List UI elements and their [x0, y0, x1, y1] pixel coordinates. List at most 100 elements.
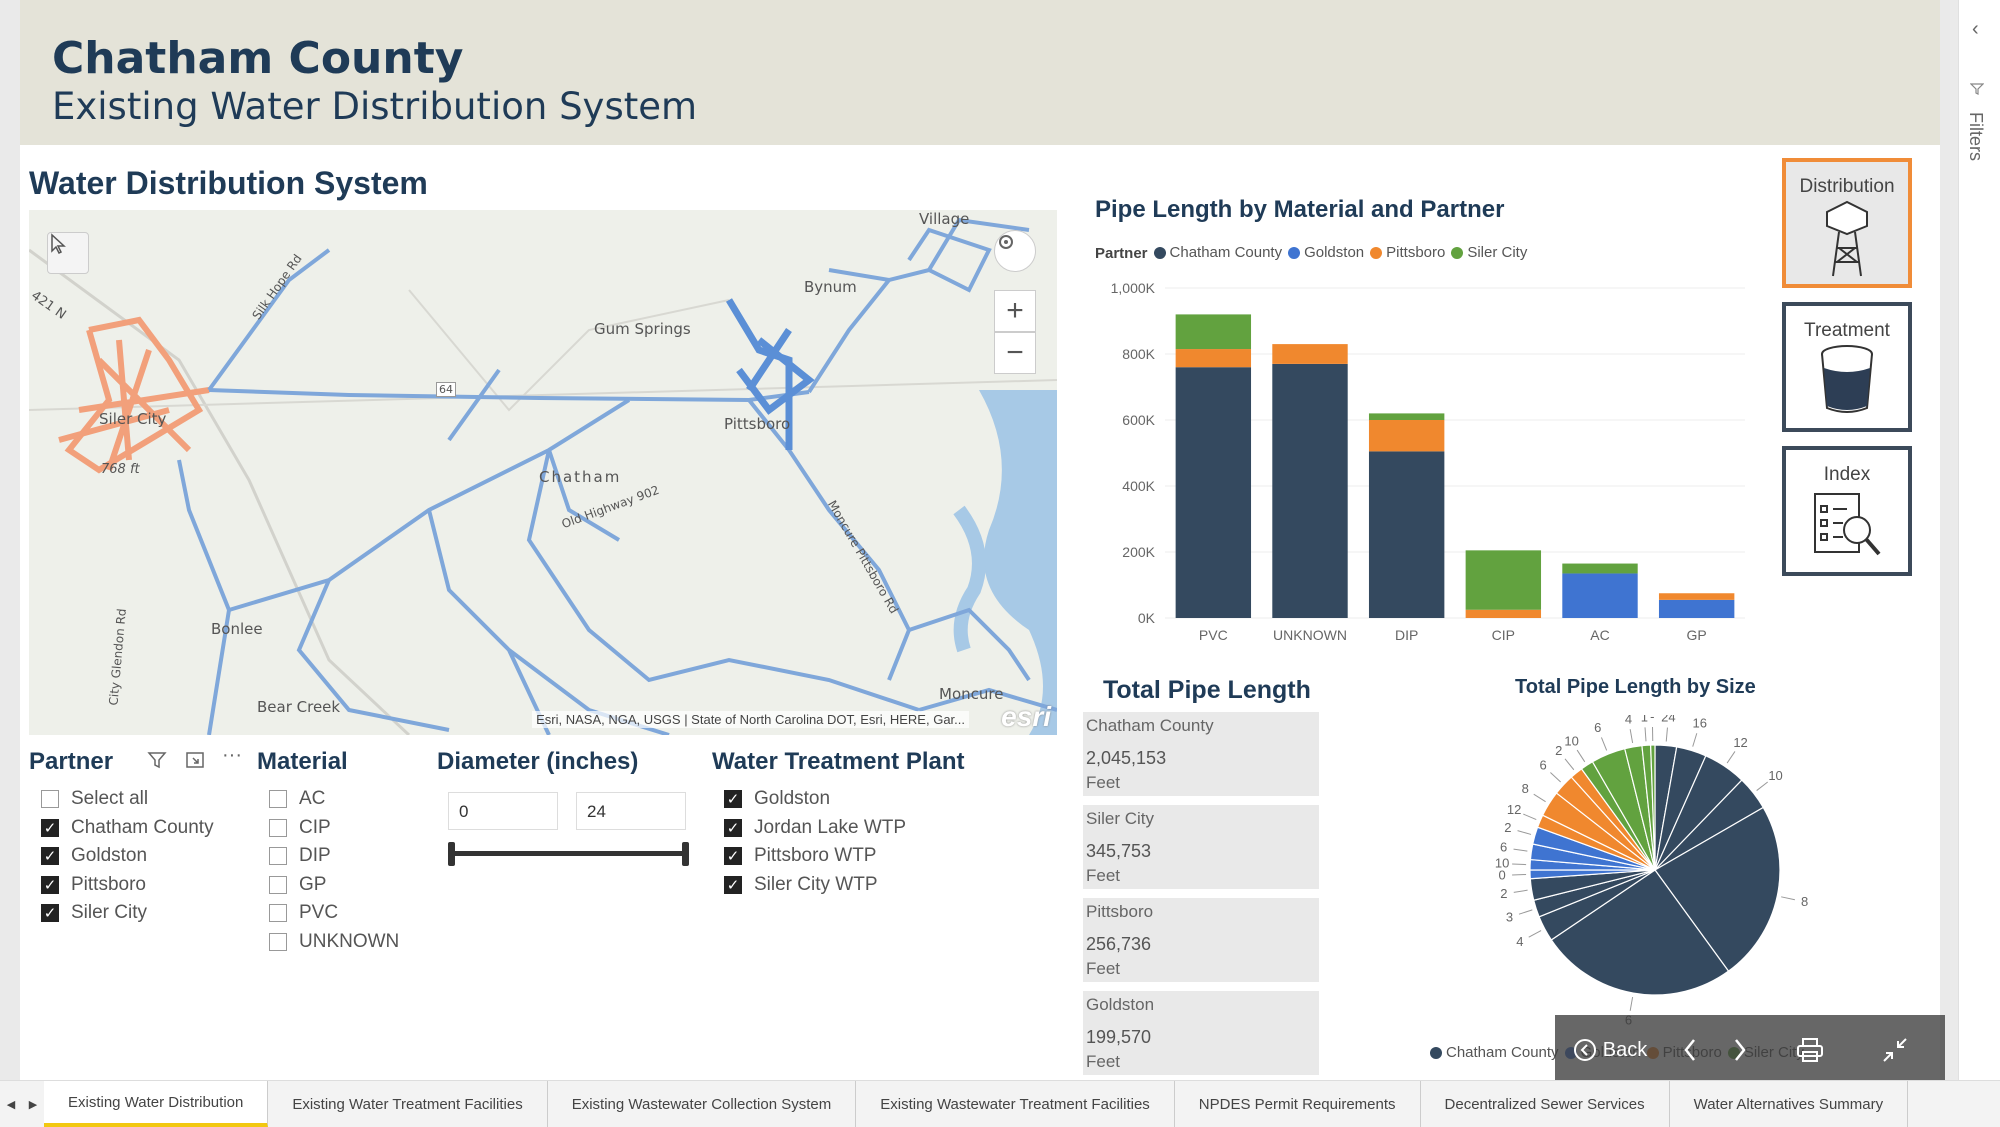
pie-leader-line — [1629, 996, 1634, 1011]
bar-segment[interactable] — [1562, 573, 1638, 618]
partner-slicer-title: Partner — [29, 748, 114, 775]
index-nav-button[interactable]: Index — [1782, 446, 1912, 576]
partner-item[interactable]: ✓ Goldston — [41, 843, 147, 869]
legend-entry[interactable]: Chatham County — [1153, 244, 1282, 261]
tab-scroll-right-icon[interactable]: ▶ — [28, 1098, 38, 1111]
pie-legend-entry[interactable]: Chatham County — [1430, 1044, 1559, 1061]
bar-segment[interactable] — [1658, 593, 1735, 600]
legend-entry[interactable]: Goldston — [1288, 244, 1364, 261]
pipe-length-value: 199,570 — [1086, 1027, 1152, 1047]
previous-page-button[interactable] — [1665, 1015, 1715, 1085]
diameter-slider-track[interactable] — [450, 851, 685, 856]
wtp-item-label: Siler City WTP — [754, 873, 878, 895]
page-tab[interactable]: Existing Water Distribution — [44, 1081, 269, 1127]
filters-collapse-icon[interactable]: ‹ — [1972, 18, 1979, 40]
print-button[interactable] — [1765, 1015, 1855, 1085]
bar-segment[interactable] — [1175, 314, 1252, 350]
report-header: Chatham County Existing Water Distributi… — [20, 0, 1940, 145]
page-tab[interactable]: NPDES Permit Requirements — [1175, 1081, 1421, 1127]
bar-segment[interactable] — [1368, 413, 1445, 420]
pie-leader-line — [1523, 813, 1537, 821]
checkbox-checked-icon[interactable]: ✓ — [724, 875, 742, 894]
material-item[interactable]: GP — [269, 872, 326, 898]
filter-icon[interactable] — [147, 750, 167, 776]
pie-slice[interactable] — [1650, 744, 1656, 871]
wtp-item[interactable]: ✓ Siler City WTP — [724, 872, 878, 898]
checkbox-unchecked-icon[interactable] — [269, 847, 287, 865]
diameter-max-handle[interactable] — [682, 842, 689, 866]
page-tab[interactable]: Decentralized Sewer Services — [1421, 1081, 1670, 1127]
treatment-nav-button[interactable]: Treatment — [1782, 302, 1912, 432]
map-visual[interactable]: Village Bynum Gum Springs Siler City Pit… — [29, 210, 1057, 735]
bar-segment[interactable] — [1465, 550, 1542, 610]
partner-item[interactable]: ✓ Chatham County — [41, 815, 214, 841]
bar-segment[interactable] — [1272, 344, 1348, 364]
wtp-item[interactable]: ✓ Jordan Lake WTP — [724, 815, 906, 841]
pie-slice[interactable] — [1654, 806, 1781, 972]
partner-item[interactable]: ✓ Pittsboro — [41, 872, 146, 898]
page-tab[interactable]: Existing Wastewater Collection System — [548, 1081, 857, 1127]
page-tab[interactable]: Existing Water Treatment Facilities — [268, 1081, 548, 1127]
more-options-icon[interactable]: ··· — [222, 744, 242, 766]
y-tick-label: 200K — [1122, 544, 1155, 560]
page-tab[interactable]: Water Alternatives Summary — [1670, 1081, 1909, 1127]
legend-swatch — [1153, 246, 1166, 259]
checkbox-unchecked-icon[interactable] — [269, 818, 287, 837]
pie-slice-label: 6 — [1539, 758, 1546, 773]
partner-item[interactable]: ✓ Siler City — [41, 900, 147, 926]
map-zoom-in-button[interactable]: + — [994, 290, 1036, 332]
map-select-tool-button[interactable] — [47, 232, 89, 274]
checkbox-checked-icon[interactable]: ✓ — [724, 790, 742, 808]
wtp-item[interactable]: ✓ Goldston — [724, 786, 830, 812]
pie-slice[interactable] — [1550, 869, 1730, 996]
diameter-min-handle[interactable] — [448, 842, 455, 866]
legend-entry[interactable]: Siler City — [1451, 244, 1527, 261]
checkbox-checked-icon[interactable]: ✓ — [41, 904, 59, 922]
checkbox-checked-icon[interactable]: ✓ — [41, 818, 59, 837]
material-item[interactable]: DIP — [269, 843, 331, 869]
pie-leader-line — [1518, 909, 1533, 915]
checkbox-checked-icon[interactable]: ✓ — [41, 847, 59, 865]
collapse-icon — [1883, 1038, 1907, 1062]
focus-mode-icon[interactable] — [185, 750, 205, 776]
bar-segment[interactable] — [1272, 363, 1348, 618]
checkbox-checked-icon[interactable]: ✓ — [41, 875, 59, 894]
material-item[interactable]: CIP — [269, 815, 331, 841]
page-tab[interactable]: Existing Wastewater Treatment Facilities — [856, 1081, 1175, 1127]
bar-segment[interactable] — [1465, 609, 1542, 618]
bar-segment[interactable] — [1368, 451, 1445, 618]
checkbox-unchecked-icon[interactable] — [269, 875, 287, 894]
exit-fullscreen-button[interactable] — [1855, 1015, 1935, 1085]
back-button[interactable]: Back — [1555, 1015, 1665, 1085]
partner-item[interactable]: Select all — [41, 786, 148, 812]
distribution-nav-button[interactable]: Distribution — [1782, 158, 1912, 288]
tab-scroll-left-icon[interactable]: ◀ — [6, 1098, 16, 1111]
bar-segment[interactable] — [1658, 599, 1735, 618]
bar-segment[interactable] — [1175, 367, 1252, 618]
bar-segment[interactable] — [1368, 420, 1445, 452]
checkbox-checked-icon[interactable]: ✓ — [724, 818, 742, 837]
checkbox-unchecked-icon[interactable] — [41, 790, 59, 808]
checkbox-unchecked-icon[interactable] — [269, 932, 287, 951]
material-item[interactable]: PVC — [269, 900, 338, 926]
checkbox-checked-icon[interactable]: ✓ — [724, 847, 742, 865]
pie-chart[interactable]: 2416121086432010621286210641- — [1460, 715, 1880, 1045]
checkbox-unchecked-icon[interactable] — [269, 904, 287, 922]
map-zoom-out-button[interactable]: − — [994, 332, 1036, 374]
bar-chart[interactable]: 0K 200K 400K 600K 800K 1,000K PVC UNKNOWN DIP CIP… — [1095, 272, 1775, 662]
material-item[interactable]: AC — [269, 786, 325, 812]
diameter-min-input[interactable]: 0 — [448, 792, 558, 830]
pie-leader-line — [1517, 830, 1532, 835]
map-locate-button[interactable] — [994, 230, 1036, 272]
bar-segment[interactable] — [1175, 349, 1252, 368]
filters-pane[interactable] — [1958, 0, 2000, 1080]
filters-label[interactable]: Filters — [1966, 112, 1986, 161]
material-item[interactable]: UNKNOWN — [269, 929, 399, 955]
checkbox-unchecked-icon[interactable] — [269, 790, 287, 808]
next-page-button[interactable] — [1715, 1015, 1765, 1085]
wtp-item[interactable]: ✓ Pittsboro WTP — [724, 843, 876, 869]
bar-segment[interactable] — [1562, 563, 1638, 574]
pie-leader-line — [1564, 758, 1575, 771]
diameter-max-input[interactable]: 24 — [576, 792, 686, 830]
legend-entry[interactable]: Pittsboro — [1370, 244, 1445, 261]
